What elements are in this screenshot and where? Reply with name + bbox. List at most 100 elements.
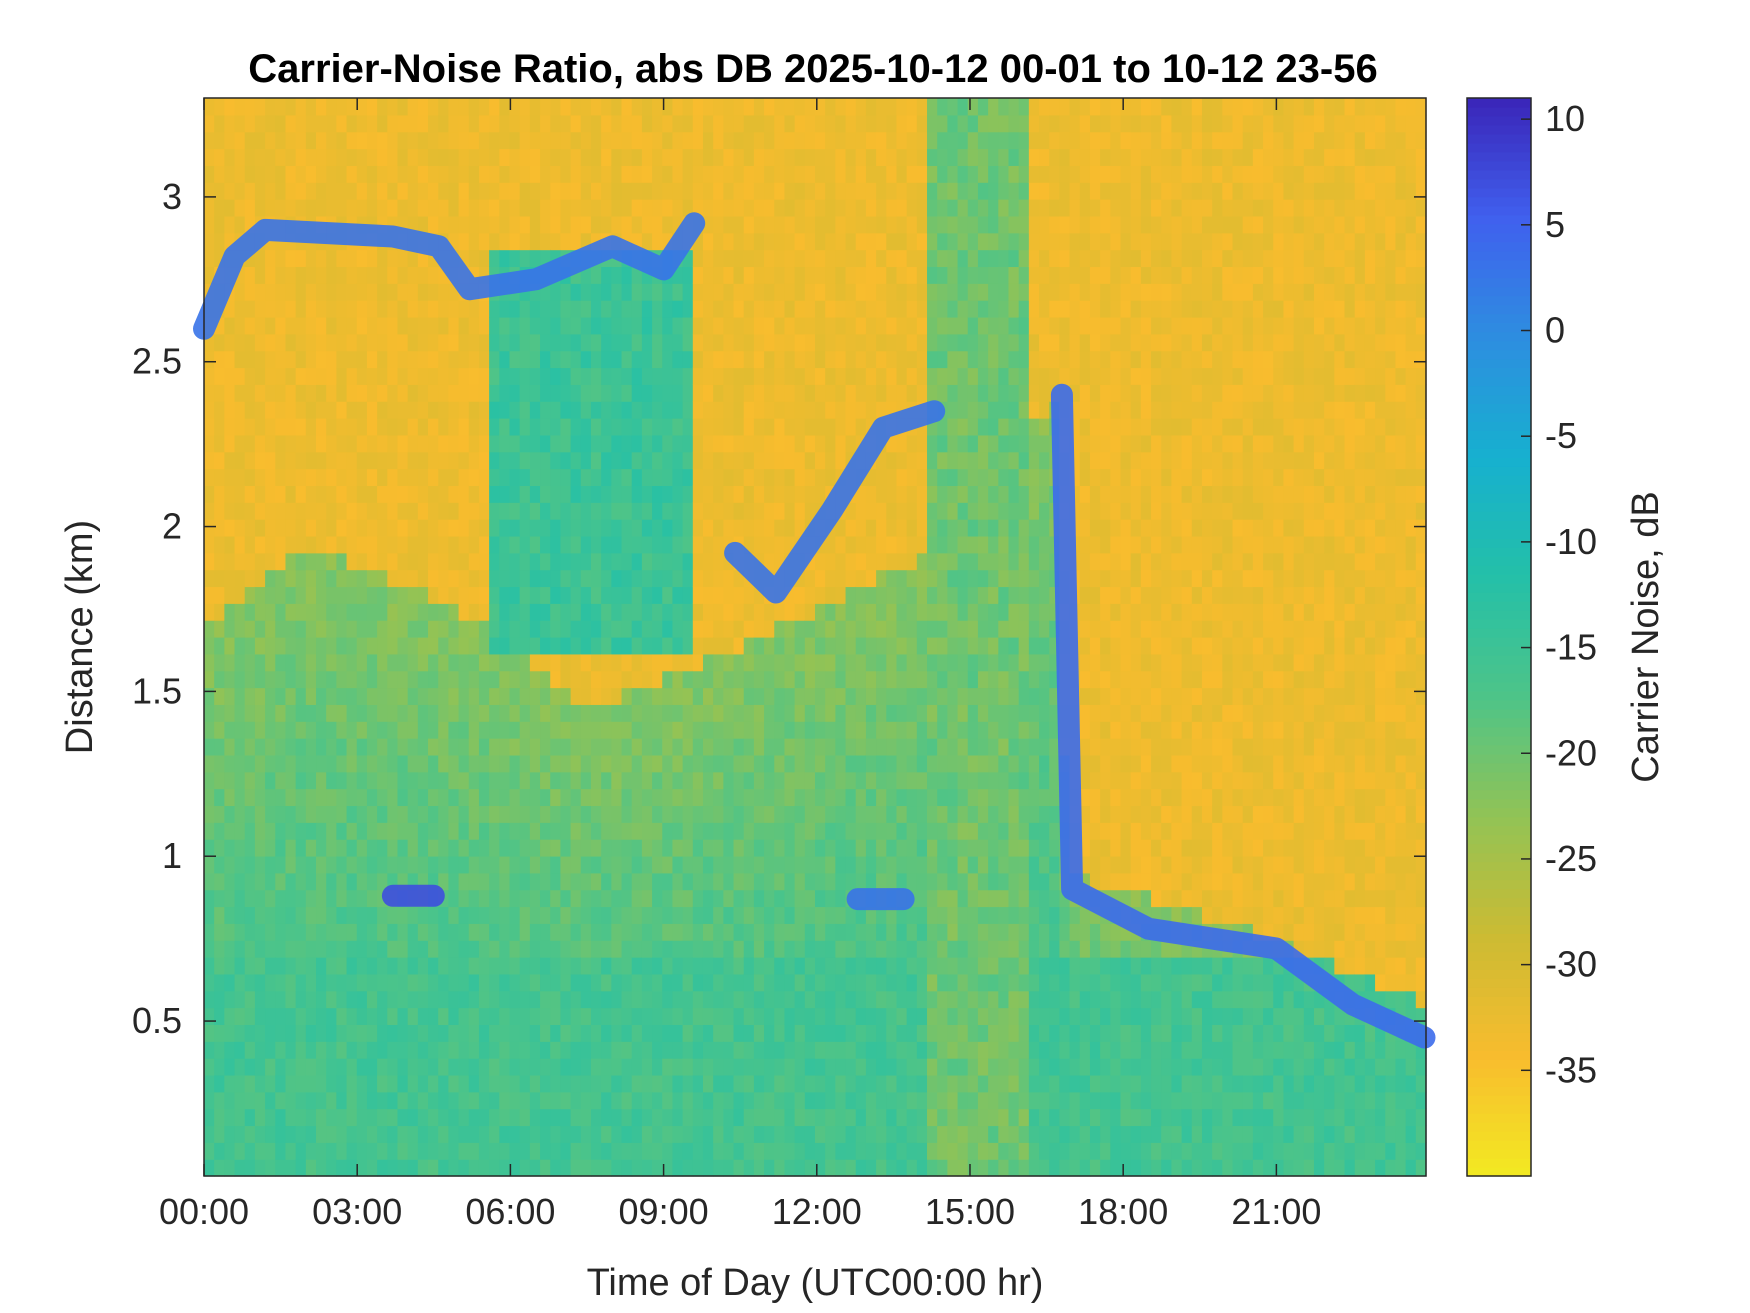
- heatmap-cell: [428, 839, 439, 857]
- heatmap-cell: [947, 1024, 959, 1042]
- heatmap-cell: [896, 1007, 908, 1025]
- heatmap-cell: [733, 839, 745, 857]
- heatmap-cell: [550, 1074, 562, 1093]
- heatmap-cell: [407, 485, 419, 503]
- heatmap-cell: [702, 418, 714, 436]
- heatmap-cell: [876, 451, 887, 470]
- heatmap-cell: [580, 535, 592, 554]
- heatmap-cell: [570, 502, 582, 520]
- heatmap-cell: [305, 805, 317, 823]
- heatmap-cell: [254, 418, 266, 436]
- heatmap-cell: [916, 855, 928, 874]
- heatmap-cell: [285, 114, 297, 133]
- heatmap-cell: [794, 199, 806, 217]
- heatmap-cell: [326, 1125, 337, 1143]
- heatmap-cell: [682, 1074, 694, 1093]
- heatmap-cell: [672, 1007, 684, 1025]
- heatmap-cell: [529, 300, 541, 318]
- heatmap-cell: [804, 367, 816, 385]
- heatmap-cell: [896, 855, 908, 874]
- heatmap-cell: [275, 805, 287, 823]
- heatmap-cell: [804, 603, 816, 621]
- heatmap-cell: [947, 1058, 959, 1076]
- heatmap-cell: [937, 316, 948, 335]
- heatmap-cell: [672, 738, 684, 756]
- heatmap-cell: [977, 249, 989, 268]
- heatmap-cell: [580, 940, 592, 958]
- heatmap-cell: [641, 485, 653, 503]
- heatmap-cell: [927, 906, 938, 924]
- heatmap-cell: [753, 1058, 765, 1076]
- heatmap-cell: [397, 333, 409, 352]
- heatmap-cell: [489, 333, 500, 352]
- heatmap-cell: [499, 232, 511, 251]
- heatmap-cell: [458, 1142, 470, 1160]
- heatmap-cell: [682, 637, 694, 655]
- heatmap-cell: [641, 1041, 653, 1059]
- heatmap-cell: [865, 569, 877, 588]
- heatmap-cell: [764, 131, 775, 150]
- heatmap-cell: [366, 199, 378, 217]
- heatmap-cell: [540, 923, 551, 941]
- heatmap-cell: [896, 468, 908, 486]
- heatmap-cell: [988, 805, 999, 823]
- heatmap-cell: [702, 148, 714, 166]
- heatmap-cell: [876, 114, 887, 133]
- heatmap-cell: [336, 822, 348, 840]
- heatmap-cell: [397, 569, 409, 588]
- heatmap-cell: [947, 283, 959, 301]
- heatmap-cell: [204, 350, 215, 369]
- heatmap-cell: [499, 199, 511, 217]
- heatmap-cell: [794, 872, 806, 891]
- heatmap-cell: [845, 839, 857, 857]
- heatmap-cell: [509, 199, 521, 217]
- heatmap-cell: [947, 451, 959, 470]
- heatmap-cell: [265, 1007, 276, 1025]
- heatmap-cell: [458, 704, 470, 722]
- heatmap-cell: [967, 990, 979, 1009]
- heatmap-cell: [672, 1074, 684, 1093]
- heatmap-cell: [356, 283, 368, 301]
- heatmap-cell: [784, 670, 796, 689]
- heatmap-cell: [540, 300, 551, 318]
- heatmap-cell: [743, 502, 755, 520]
- heatmap-cell: [784, 300, 796, 318]
- heatmap-cell: [570, 418, 582, 436]
- heatmap-cell: [733, 266, 745, 284]
- heatmap-cell: [204, 367, 215, 385]
- heatmap-cell: [458, 232, 470, 251]
- heatmap-cell: [713, 300, 724, 318]
- heatmap-cell: [733, 771, 745, 790]
- heatmap-cell: [305, 855, 317, 874]
- heatmap-cell: [845, 670, 857, 689]
- heatmap-cell: [652, 232, 663, 251]
- heatmap-cell: [234, 451, 246, 470]
- heatmap-cell: [611, 889, 623, 908]
- heatmap-cell: [448, 1058, 460, 1076]
- heatmap-cell: [224, 232, 236, 251]
- heatmap-cell: [977, 788, 989, 807]
- heatmap-cell: [641, 822, 653, 840]
- heatmap-cell: [448, 182, 460, 200]
- heatmap-cell: [916, 300, 928, 318]
- heatmap-cell: [417, 653, 429, 672]
- heatmap-cell: [845, 98, 857, 116]
- heatmap-cell: [977, 182, 989, 200]
- heatmap-cell: [753, 232, 765, 251]
- heatmap-cell: [631, 199, 643, 217]
- heatmap-cell: [977, 434, 989, 453]
- heatmap-cell: [713, 855, 724, 874]
- heatmap-cell: [886, 822, 898, 840]
- heatmap-cell: [804, 653, 816, 672]
- heatmap-cell: [825, 1159, 836, 1177]
- heatmap-cell: [397, 957, 409, 975]
- heatmap-cell: [916, 165, 928, 183]
- heatmap-cell: [825, 754, 836, 773]
- heatmap-cell: [265, 1142, 276, 1160]
- heatmap-cell: [652, 637, 663, 655]
- heatmap-cell: [702, 771, 714, 790]
- heatmap-cell: [611, 1091, 623, 1110]
- heatmap-cell: [529, 1074, 541, 1093]
- heatmap-cell: [876, 687, 887, 705]
- heatmap-cell: [743, 401, 755, 419]
